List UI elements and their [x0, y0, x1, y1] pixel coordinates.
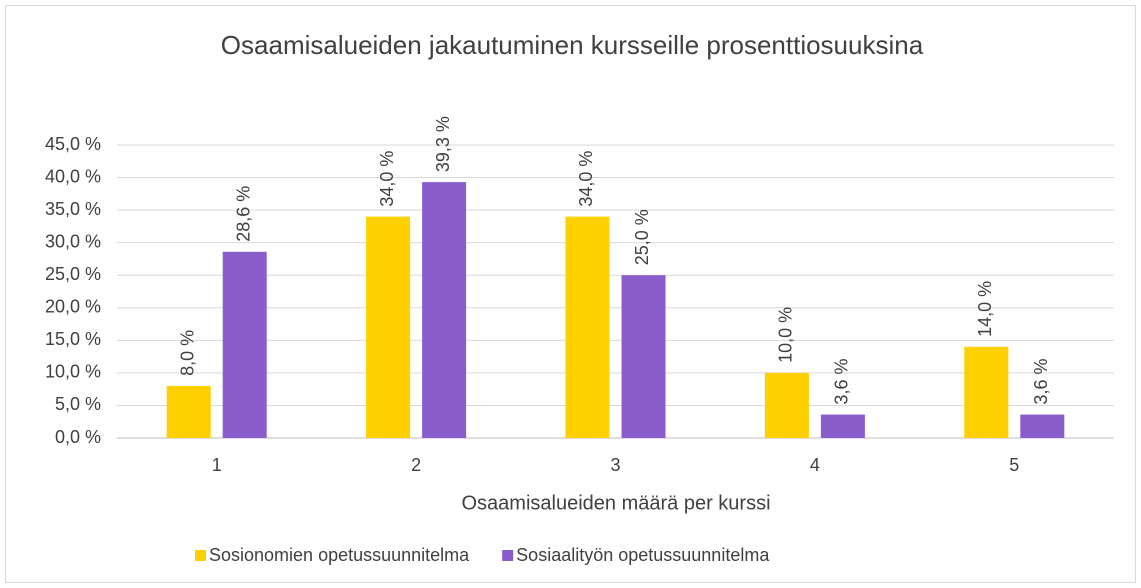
legend-swatch: [195, 550, 206, 561]
bar: [621, 275, 666, 438]
x-axis-title: Osaamisalueiden määrä per kurssi: [461, 492, 770, 514]
y-tick-label: 45,0 %: [45, 134, 101, 154]
bar: [166, 385, 211, 438]
value-label: 8,0 %: [177, 330, 197, 376]
x-tick-label: 2: [411, 455, 421, 475]
x-tick-label: 5: [1009, 455, 1019, 475]
y-tick-label: 25,0 %: [45, 264, 101, 284]
x-tick-label: 4: [810, 455, 820, 475]
y-tick-label: 20,0 %: [45, 297, 101, 317]
bar: [222, 251, 267, 438]
y-tick-label: 5,0 %: [55, 394, 101, 414]
legend-label: Sosiaalityön opetussuunnitelma: [516, 545, 770, 565]
y-tick-label: 10,0 %: [45, 362, 101, 382]
value-label: 28,6 %: [233, 186, 253, 242]
y-tick-label: 0,0 %: [55, 427, 101, 447]
value-label: 39,3 %: [433, 116, 453, 172]
bar: [1020, 414, 1065, 438]
value-label: 3,6 %: [832, 359, 852, 405]
bar: [422, 182, 467, 438]
bar: [764, 372, 809, 438]
bar: [964, 346, 1009, 438]
y-tick-label: 30,0 %: [45, 231, 101, 251]
y-tick-label: 35,0 %: [45, 199, 101, 219]
value-label: 34,0 %: [377, 151, 397, 207]
chart-title: Osaamisalueiden jakautuminen kursseille …: [221, 30, 924, 60]
bar: [366, 216, 411, 438]
legend-label: Sosionomien opetussuunnitelma: [209, 545, 470, 565]
value-label: 34,0 %: [576, 151, 596, 207]
value-label: 14,0 %: [975, 281, 995, 337]
value-label: 25,0 %: [632, 209, 652, 265]
y-tick-label: 15,0 %: [45, 329, 101, 349]
x-tick-label: 1: [212, 455, 222, 475]
value-label: 10,0 %: [776, 307, 796, 363]
value-label: 3,6 %: [1031, 359, 1051, 405]
bar: [820, 414, 865, 438]
bar: [565, 216, 610, 438]
y-tick-label: 40,0 %: [45, 166, 101, 186]
legend-swatch: [502, 550, 514, 561]
x-tick-label: 3: [610, 455, 620, 475]
